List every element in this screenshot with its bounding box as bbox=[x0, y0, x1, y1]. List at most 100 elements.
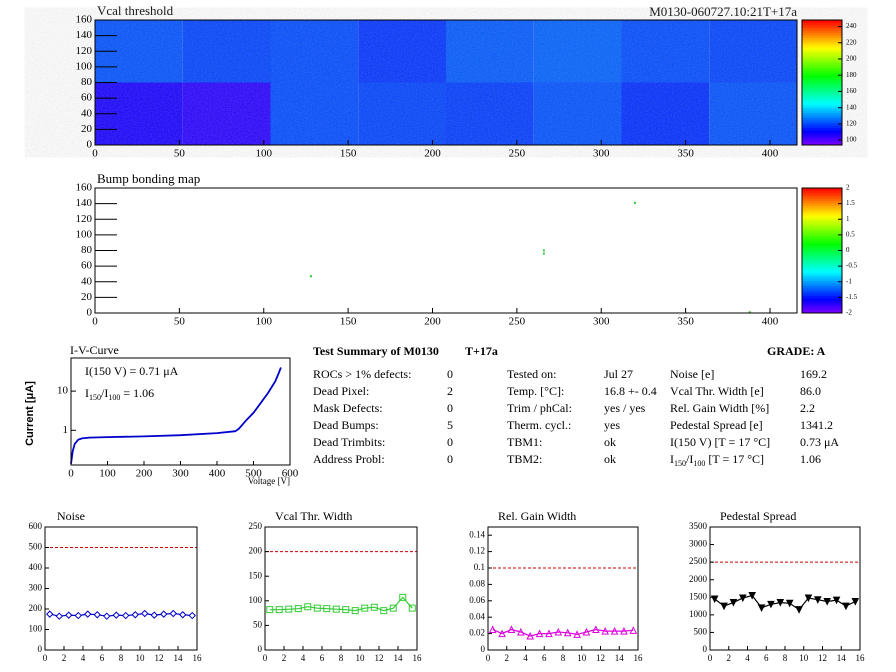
y-tick-label: 500 bbox=[694, 626, 708, 636]
x-tick-label: 100 bbox=[256, 316, 273, 328]
x-tick-label: 0 bbox=[43, 653, 48, 663]
data-marker bbox=[601, 627, 609, 635]
summary-value: 86.0 bbox=[800, 384, 821, 398]
data-marker bbox=[46, 610, 54, 618]
x-tick-label: 150 bbox=[340, 316, 357, 328]
summary-value: 0 bbox=[447, 367, 453, 381]
colorbar-step bbox=[802, 140, 842, 143]
data-marker bbox=[169, 609, 177, 618]
y-tick-label: 0.08 bbox=[469, 578, 485, 588]
chart-title: Pedestal Spread bbox=[720, 509, 796, 523]
x-tick-label: 12 bbox=[596, 653, 605, 663]
x-tick-label: 10 bbox=[356, 653, 366, 663]
y-tick-label: 100 bbox=[249, 595, 263, 605]
colorbar-step bbox=[802, 115, 842, 118]
summary-label: ROCs > 1% defects: bbox=[313, 367, 411, 381]
colorbar-step bbox=[802, 255, 842, 259]
x-tick-label: 8 bbox=[783, 653, 788, 663]
summary-value: 169.2 bbox=[800, 367, 827, 381]
summary-value: yes bbox=[604, 418, 620, 432]
data-marker bbox=[188, 611, 196, 620]
data-marker bbox=[304, 603, 312, 611]
x-tick-label: 12 bbox=[375, 653, 384, 663]
colorbar-step bbox=[802, 298, 842, 301]
summary-label-part: 150 bbox=[674, 459, 686, 468]
x-tick-label: 4 bbox=[81, 653, 86, 663]
x-tick-label: 2 bbox=[62, 653, 67, 663]
summary-value: 16.8 +- 0.4 bbox=[604, 384, 657, 398]
data-marker bbox=[380, 607, 388, 615]
dead-bump bbox=[542, 249, 545, 252]
colorbar-step bbox=[802, 208, 842, 211]
colorbar-step bbox=[802, 82, 842, 86]
x-tick-label: 50 bbox=[174, 148, 186, 160]
data-marker bbox=[351, 607, 359, 615]
x-tick-label: 350 bbox=[677, 316, 694, 328]
x-tick-label: 16 bbox=[856, 653, 866, 663]
colorbar-step bbox=[802, 253, 842, 256]
y-tick-label: 160 bbox=[76, 182, 93, 194]
x-tick-label: 2 bbox=[727, 653, 732, 663]
colorbar-step bbox=[802, 265, 842, 269]
data-marker bbox=[517, 627, 525, 636]
summary-label: Tested on: bbox=[507, 367, 556, 381]
y-tick-label: 0 bbox=[258, 644, 263, 654]
summary-label-part: I bbox=[670, 452, 674, 466]
summary-label: Mask Defects: bbox=[313, 401, 383, 415]
summary-label: Pedestal Spread [e] bbox=[670, 418, 763, 432]
x-axis-label: Voltage [V] bbox=[248, 476, 290, 486]
x-tick-label: 100 bbox=[99, 468, 116, 480]
y-tick-label: 140 bbox=[76, 197, 93, 209]
data-marker bbox=[65, 611, 73, 619]
y-tick-label: 100 bbox=[29, 624, 43, 634]
colorbar-label: 200 bbox=[846, 55, 857, 63]
colorbar-step bbox=[802, 193, 842, 196]
data-marker bbox=[122, 611, 130, 620]
y-tick-label: 0.06 bbox=[469, 595, 485, 605]
iv-ratio: I150/I100 = 1.06 bbox=[85, 386, 154, 403]
y-tick-label: 0.04 bbox=[469, 611, 485, 621]
data-marker bbox=[620, 627, 628, 635]
colorbar-step bbox=[802, 275, 842, 279]
summary-value: 1.06 bbox=[800, 452, 821, 466]
dead-bump bbox=[748, 311, 751, 314]
data-marker bbox=[112, 611, 120, 619]
summary-label: I(150 V) [T = 17 °C] bbox=[670, 435, 770, 449]
data-marker bbox=[804, 594, 813, 603]
colorbar-step bbox=[802, 295, 842, 299]
data-marker bbox=[785, 599, 794, 608]
colorbar-step bbox=[802, 215, 842, 219]
colorbar-label: 1.5 bbox=[846, 199, 855, 207]
colorbar-step bbox=[802, 220, 842, 224]
y-tick-label: 1000 bbox=[689, 609, 708, 619]
x-tick-label: 6 bbox=[764, 653, 769, 663]
summary-label: I150/I100 [T = 17 °C] bbox=[670, 452, 764, 469]
summary-value: 0 bbox=[447, 435, 453, 449]
colorbar-step bbox=[802, 273, 842, 276]
colorbar-label: 0.5 bbox=[846, 230, 855, 238]
colorbar-step bbox=[802, 92, 842, 96]
summary-value: 1341.2 bbox=[800, 418, 833, 432]
y-tick-label: 1 bbox=[63, 424, 69, 436]
colorbar-step bbox=[802, 283, 842, 286]
summary-label: Address Probl: bbox=[313, 452, 385, 466]
colorbar-step bbox=[802, 87, 842, 91]
summary-value: yes / yes bbox=[604, 401, 646, 415]
data-marker bbox=[84, 610, 92, 618]
colorbar-step bbox=[802, 72, 842, 76]
y-tick-label: 120 bbox=[76, 45, 93, 57]
x-tick-label: 16 bbox=[634, 653, 644, 663]
data-marker bbox=[814, 596, 822, 604]
y-tick-label: 160 bbox=[76, 14, 93, 26]
colorbar-step bbox=[802, 67, 842, 71]
summary-value: Jul 27 bbox=[604, 367, 633, 381]
colorbar-step bbox=[802, 305, 842, 309]
data-line bbox=[70, 367, 282, 464]
colorbar-label: -2 bbox=[846, 309, 852, 317]
colorbar-label: 1 bbox=[846, 215, 850, 223]
colorbar-step bbox=[802, 112, 842, 116]
colorbar-step bbox=[802, 218, 842, 221]
summary-value: 2.2 bbox=[800, 401, 815, 415]
x-tick-label: 350 bbox=[677, 148, 694, 160]
x-tick-label: 200 bbox=[424, 316, 441, 328]
